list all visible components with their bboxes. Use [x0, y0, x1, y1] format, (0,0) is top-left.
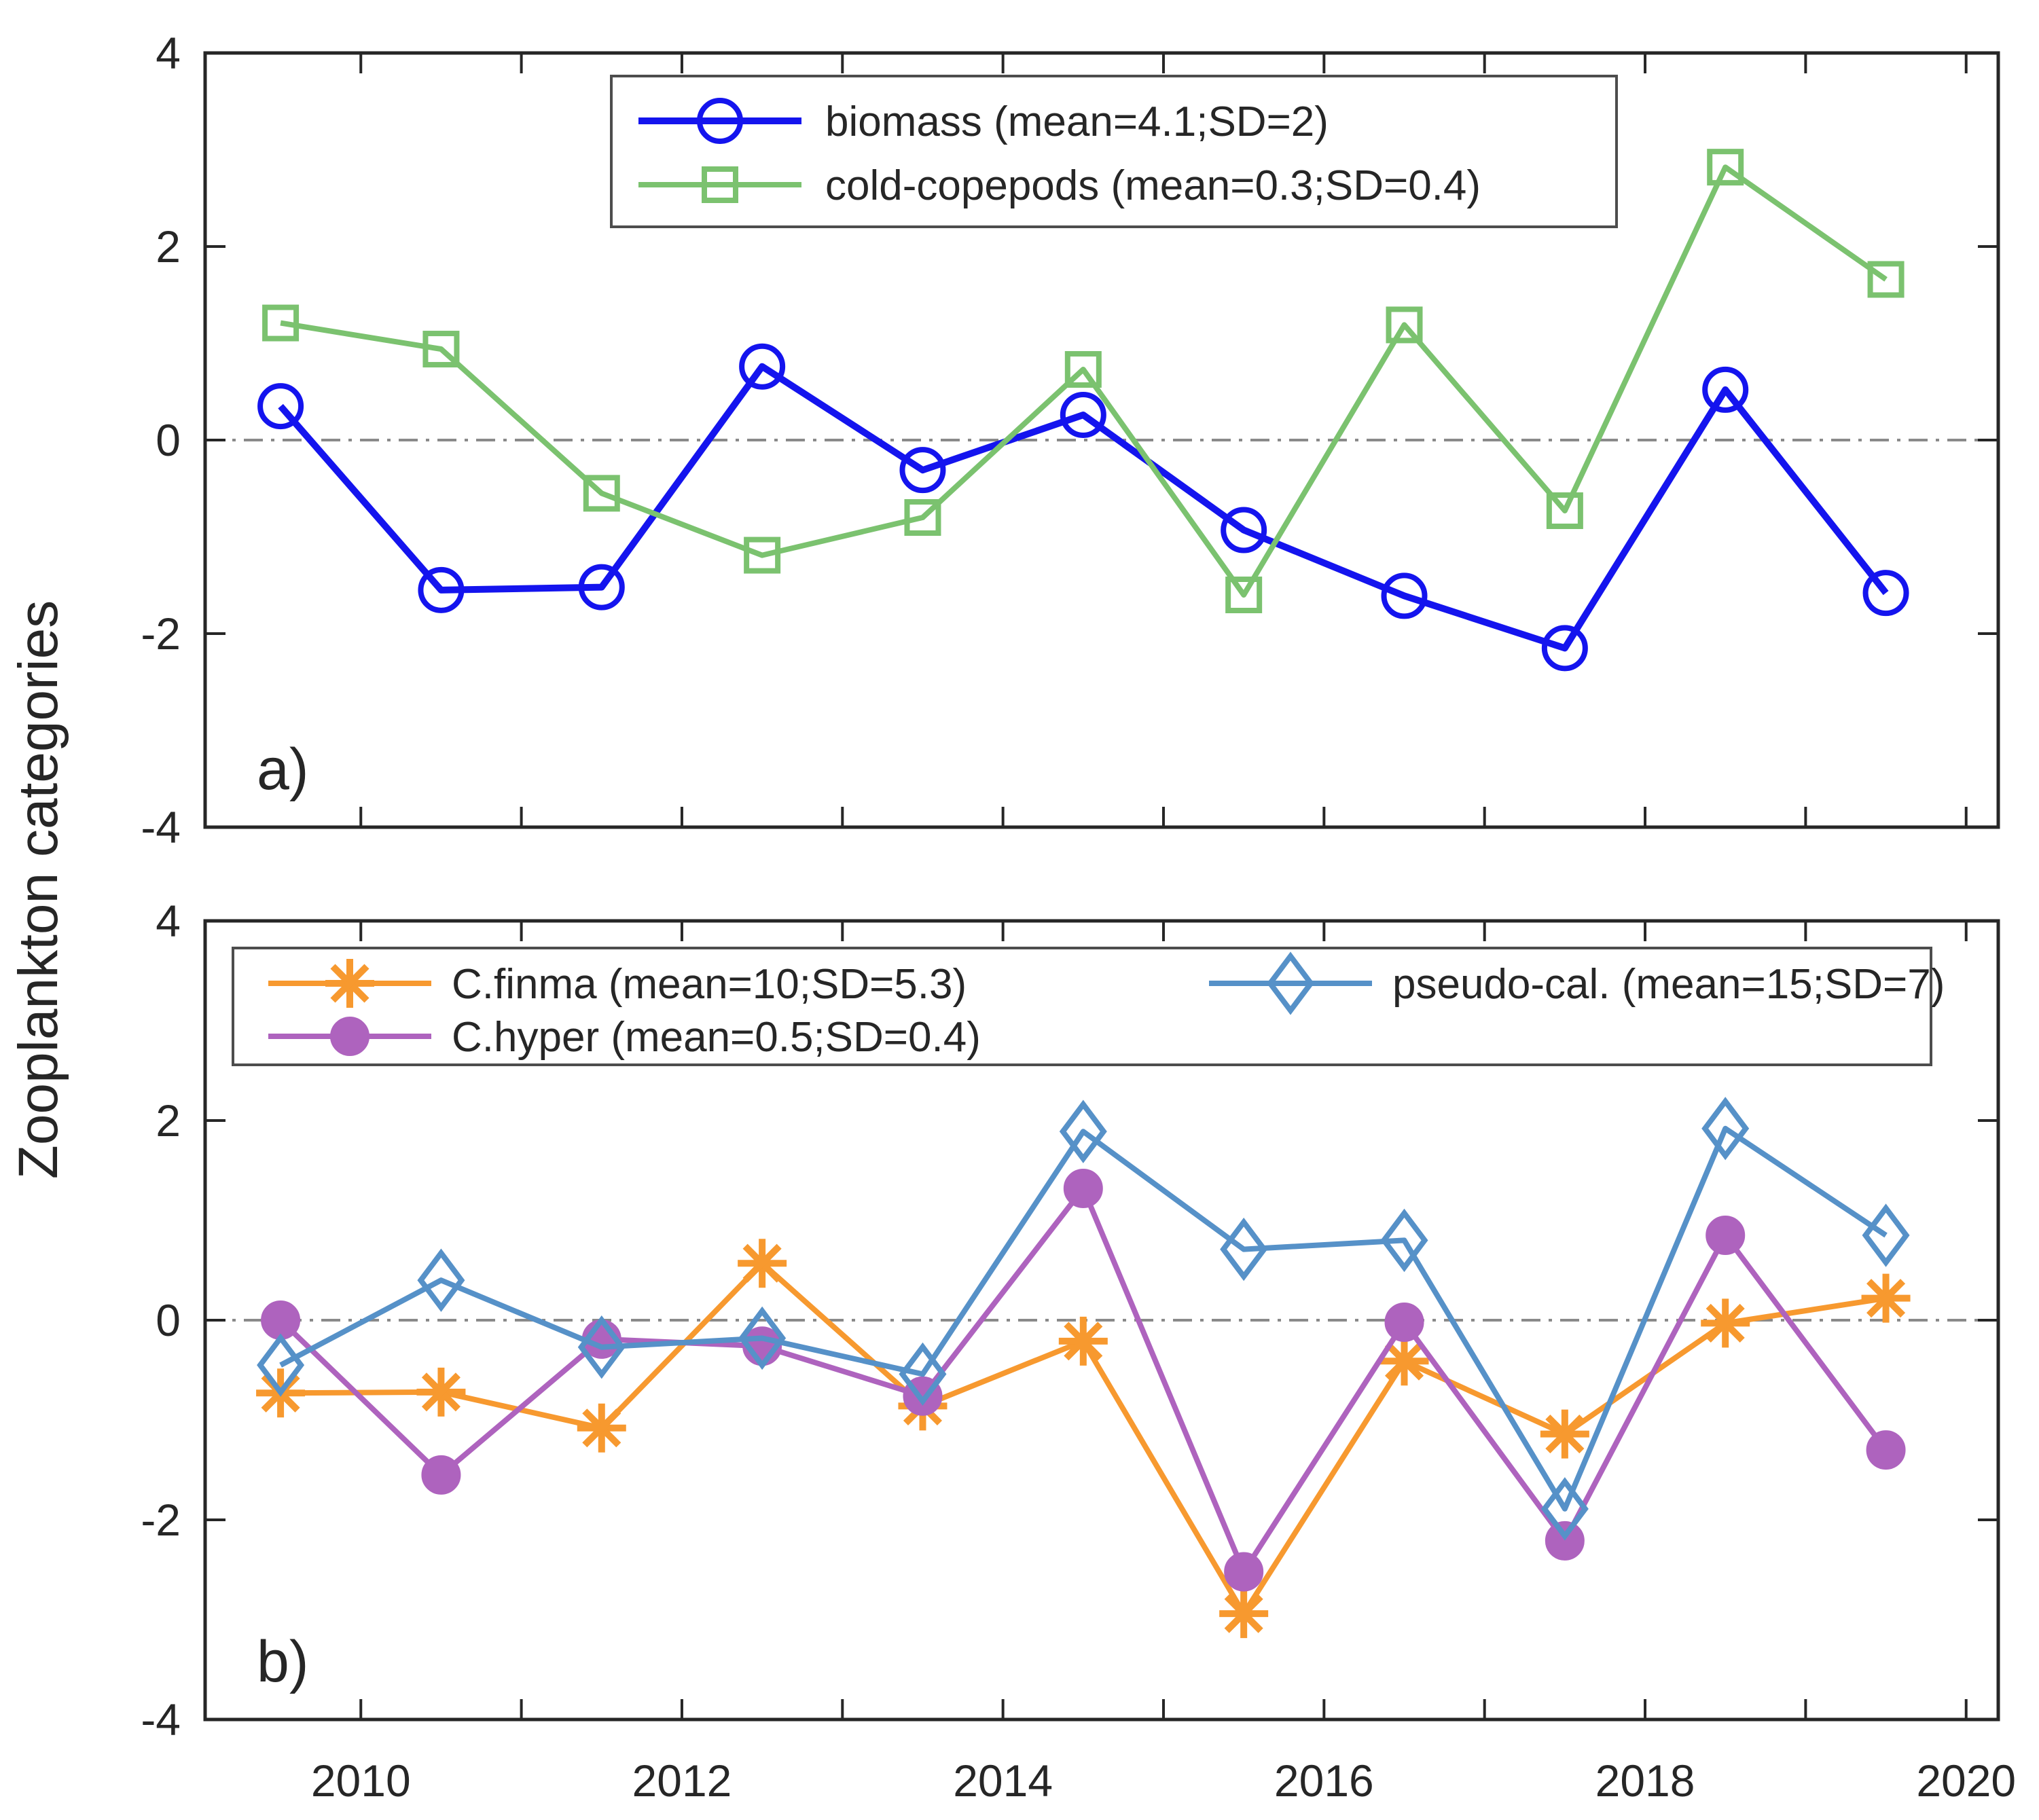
open-square-marker — [744, 536, 781, 574]
y-tick-label: -4 — [141, 802, 181, 852]
legend-b-box — [232, 947, 1932, 1066]
open-square-marker — [904, 499, 941, 536]
y-tick-label: -4 — [141, 1694, 181, 1745]
filled-circle-marker — [330, 1017, 369, 1056]
asterisk-marker — [1219, 1589, 1269, 1639]
chart-root: 4 2 0 -2 -4 4 2 0 -2 -4 2010 2012 2014 2016 2018 2020 — [141, 28, 2016, 1806]
panel-b: 4 2 0 -2 -4 — [141, 896, 2000, 1745]
legend-b-entry-pseudo-cal: pseudo-cal. (mean=15;SD=7) — [1392, 961, 1945, 1008]
open-square-marker — [1386, 306, 1423, 344]
y-tick-label: 4 — [156, 28, 181, 78]
legend-panel-a: biomass (mean=4.1;SD=2) cold-copepods (m… — [610, 75, 1618, 228]
asterisk-marker — [1058, 1316, 1108, 1366]
x-tick-label: 2010 — [311, 1755, 411, 1806]
open-square-marker — [1546, 492, 1583, 530]
x-tick-label: 2020 — [1916, 1755, 2016, 1806]
open-circle-marker — [1862, 570, 1909, 617]
open-circle-marker — [1381, 572, 1428, 619]
open-square-marker — [1707, 149, 1744, 186]
asterisk-marker — [416, 1367, 466, 1417]
open-circle-marker — [1702, 366, 1749, 413]
series-line — [278, 363, 1889, 652]
filled-circle-marker — [1063, 1168, 1103, 1208]
open-diamond-marker — [417, 1248, 465, 1312]
legend-b-entry-chyper: C.hyper (mean=0.5;SD=0.4) — [452, 1014, 981, 1061]
asterisk-marker — [1379, 1336, 1429, 1386]
filled-circle-marker — [1224, 1552, 1264, 1592]
y-tick-label: 2 — [156, 221, 181, 272]
asterisk-marker — [1861, 1273, 1911, 1323]
open-square-marker — [422, 331, 460, 368]
series-cold-copepods — [262, 149, 1905, 613]
y-axis-label: Zooplankton categories — [7, 600, 69, 1179]
open-diamond-marker — [257, 1333, 305, 1397]
open-square-marker — [1064, 350, 1102, 388]
open-diamond-marker — [1220, 1217, 1268, 1281]
open-circle-marker — [1221, 507, 1267, 553]
open-circle-marker — [1060, 391, 1106, 438]
legend-b-markers — [268, 951, 1372, 1056]
filled-circle-marker — [1866, 1430, 1906, 1470]
filled-circle-marker — [1545, 1521, 1585, 1561]
open-circle-marker — [1541, 625, 1588, 672]
open-diamond-marker — [899, 1342, 947, 1406]
y-tick-label: -2 — [141, 608, 181, 659]
open-diamond-marker — [577, 1315, 626, 1379]
open-circle-marker — [739, 343, 786, 390]
series-c.hyper — [261, 1168, 1906, 1592]
legend-b-entry-cfinma: C.finma (mean=10;SD=5.3) — [452, 961, 967, 1008]
x-tick-label: 2012 — [632, 1755, 732, 1806]
legend-a-box — [610, 75, 1618, 228]
series-pseudo-cal. — [257, 1097, 1910, 1541]
open-circle-marker — [697, 98, 743, 144]
y-tick-label: 0 — [156, 1295, 181, 1345]
open-diamond-marker — [1059, 1099, 1107, 1163]
legend-panel-b: C.finma (mean=10;SD=5.3) C.hyper (mean=0… — [232, 947, 1945, 1066]
filled-circle-marker — [1706, 1216, 1746, 1256]
series-c.finma — [256, 1239, 1911, 1639]
y-tick-label: 0 — [156, 415, 181, 465]
y-tick-label: 2 — [156, 1095, 181, 1146]
panel-a-letter: a) — [257, 737, 308, 802]
asterisk-marker — [577, 1403, 626, 1453]
x-tick-label: 2018 — [1595, 1755, 1695, 1806]
open-circle-marker — [578, 564, 625, 611]
panel-a: 4 2 0 -2 -4 — [141, 28, 2000, 852]
series-line — [280, 164, 1888, 598]
series-line — [279, 1125, 1888, 1512]
open-square-marker — [262, 304, 300, 342]
legend-a-entry-cold-copepods: cold-copepods (mean=0.3;SD=0.4) — [825, 162, 1481, 209]
filled-circle-marker — [421, 1455, 461, 1495]
open-diamond-marker — [1701, 1097, 1750, 1161]
filled-circle-marker — [1384, 1302, 1424, 1342]
open-diamond-marker — [738, 1306, 787, 1370]
open-circle-marker — [257, 383, 304, 430]
open-diamond-marker — [1540, 1477, 1589, 1541]
panel-b-letter: b) — [257, 1629, 308, 1694]
y-tick-label: -2 — [141, 1495, 181, 1545]
open-diamond-marker — [1862, 1203, 1910, 1267]
asterisk-marker — [1701, 1298, 1750, 1348]
open-square-marker — [702, 166, 738, 203]
x-tick-label: 2014 — [953, 1755, 1053, 1806]
open-square-marker — [1225, 577, 1263, 613]
open-square-marker — [583, 475, 620, 512]
open-diamond-marker — [1380, 1208, 1428, 1273]
open-diamond-marker — [1267, 951, 1314, 1015]
asterisk-marker — [1540, 1409, 1589, 1459]
legend-a-markers — [638, 98, 801, 203]
asterisk-marker — [325, 959, 374, 1008]
open-circle-marker — [418, 566, 465, 613]
legend-a-entry-biomass: biomass (mean=4.1;SD=2) — [825, 98, 1329, 145]
open-square-marker — [1867, 261, 1905, 298]
y-tick-label: 4 — [156, 896, 181, 946]
asterisk-marker — [738, 1239, 787, 1288]
series-biomass — [257, 343, 1909, 672]
x-tick-label: 2016 — [1274, 1755, 1374, 1806]
open-circle-marker — [899, 447, 946, 494]
